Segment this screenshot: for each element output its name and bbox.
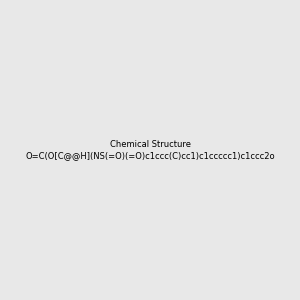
Text: Chemical Structure
O=C(O[C@@H](NS(=O)(=O)c1ccc(C)cc1)c1ccccc1)c1ccc2o: Chemical Structure O=C(O[C@@H](NS(=O)(=O… bbox=[25, 140, 275, 160]
